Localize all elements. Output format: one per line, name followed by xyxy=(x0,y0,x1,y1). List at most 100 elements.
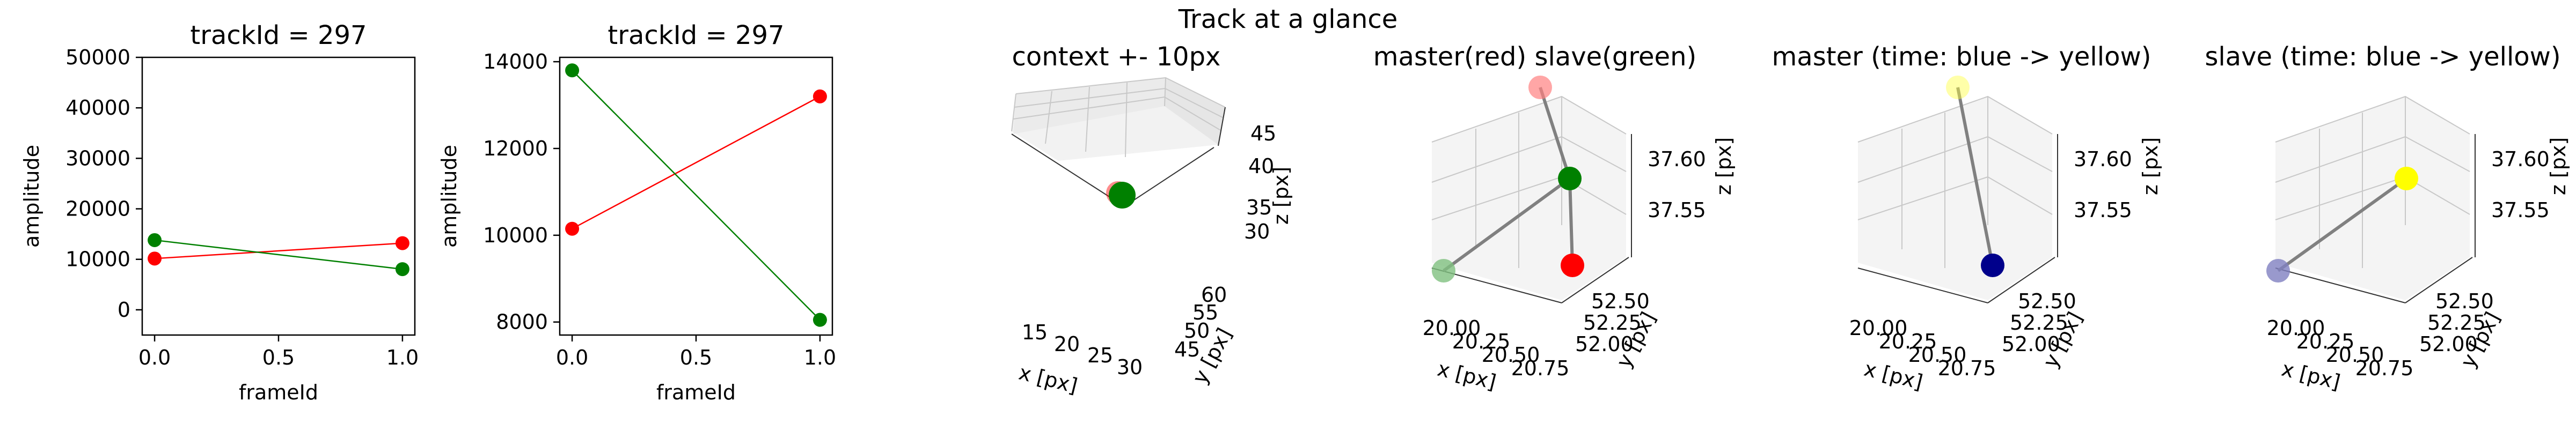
z-tick-labels: 30 35 40 45 xyxy=(1244,122,1276,243)
slave-time-3d-chart: slave (time: blue -> yellow) 20.00 20.25… xyxy=(2205,42,2570,394)
plot-frame xyxy=(141,56,416,336)
series-line-1 xyxy=(154,239,403,270)
context-3d-chart: context +- 10px 15 20 25 30 45 50 55 60 xyxy=(1011,42,1293,398)
y-tick-label: 10000 xyxy=(65,248,130,271)
data-point xyxy=(813,89,827,103)
point-start xyxy=(2266,259,2290,283)
z-axis-label: z [px] xyxy=(2546,137,2570,195)
x-tick-labels: 20.00 20.25 20.50 20.75 xyxy=(1423,316,1570,380)
x-tick-labels: 20.00 20.25 20.50 20.75 xyxy=(2267,316,2414,380)
x-tick-labels: 20.00 20.25 20.50 20.75 xyxy=(1849,316,1996,380)
series-layer xyxy=(148,233,409,277)
y-tick-label: 52.00 xyxy=(2419,332,2478,356)
axes-lines xyxy=(2275,134,2476,303)
track-lines xyxy=(1443,87,1574,272)
points-layer xyxy=(1432,76,1584,283)
x-tick-label: 20.00 xyxy=(1423,316,1481,340)
y-tick-label: 52.50 xyxy=(1591,289,1650,313)
y-tick-label: 45 xyxy=(1174,338,1200,361)
z-tick-label: 37.55 xyxy=(2491,198,2550,222)
x-tick-label: 25 xyxy=(1087,344,1113,367)
x-tick-label: 20.25 xyxy=(1452,330,1511,353)
data-point xyxy=(565,221,580,236)
y-tick-label: 60 xyxy=(1201,283,1227,307)
z-tick-label: 37.60 xyxy=(2074,147,2132,171)
z-tick-labels: 37.55 37.60 xyxy=(2074,147,2132,222)
y-tick-label: 52.00 xyxy=(1575,332,1634,356)
x-tick-label: 20.75 xyxy=(1938,356,1996,380)
track-line xyxy=(2277,177,2407,272)
point-slave-end xyxy=(1558,167,1582,190)
chart-title: master(red) slave(green) xyxy=(1373,42,1696,72)
x-tick-label: 20.50 xyxy=(1908,343,1967,367)
chart-title: slave (time: blue -> yellow) xyxy=(2205,42,2560,72)
x-tick-label: 0.0 xyxy=(138,346,171,369)
y-tick-label: 8000 xyxy=(496,310,548,334)
axes-box xyxy=(1011,77,1226,161)
point-start xyxy=(1946,76,1970,99)
y-tick-label: 55 xyxy=(1192,301,1218,324)
point-end xyxy=(1981,254,2004,277)
axis-ticks: 0.0 0.5 1.0 0 10000 20000 30000 40000 50000 xyxy=(65,46,419,369)
y-axis-label: amplitude xyxy=(20,145,43,248)
x-tick-label: 30 xyxy=(1117,355,1143,379)
z-tick-label: 37.60 xyxy=(2491,147,2550,171)
points-layer xyxy=(1946,76,2004,277)
axes-lines xyxy=(1011,107,1226,207)
axes-box xyxy=(1857,95,2053,300)
data-point xyxy=(813,313,827,327)
x-tick-label: 20 xyxy=(1054,332,1080,356)
y-tick-label: 30000 xyxy=(65,146,130,170)
data-point xyxy=(395,236,409,250)
series-line-0 xyxy=(572,95,821,229)
x-tick-labels: 15 20 25 30 xyxy=(1022,321,1143,379)
y-tick-label: 52.50 xyxy=(2435,289,2494,313)
data-point xyxy=(565,63,580,78)
data-point xyxy=(395,262,409,277)
z-tick-label: 37.60 xyxy=(1648,147,1706,171)
x-tick-label: 0.5 xyxy=(262,346,295,369)
x-tick-label: 20.75 xyxy=(2355,356,2414,380)
chart-title: trackId = 297 xyxy=(608,20,784,50)
x-tick-label: 20.00 xyxy=(1849,316,1908,340)
y-tick-labels: 52.00 52.25 52.50 xyxy=(2419,289,2494,356)
y-tick-labels: 52.00 52.25 52.50 xyxy=(2002,289,2076,356)
series-line-1 xyxy=(572,70,821,321)
y-tick-labels: 45 50 55 60 xyxy=(1174,283,1227,361)
series-line-0 xyxy=(155,242,402,259)
y-tick-label: 40000 xyxy=(65,96,130,120)
figure-suptitle: Track at a glance xyxy=(1178,4,1398,34)
x-tick-label: 20.25 xyxy=(2296,330,2355,353)
x-tick-label: 15 xyxy=(1022,321,1048,344)
x-tick-label: 20.75 xyxy=(1511,356,1570,380)
y-tick-label: 52.50 xyxy=(2018,289,2076,313)
y-tick-label: 0 xyxy=(118,298,130,322)
axes-box xyxy=(2275,95,2470,300)
y-tick-labels: 52.00 52.25 52.50 xyxy=(1575,289,1650,356)
z-axis-label: z [px] xyxy=(2139,137,2162,195)
x-axis-label: x [px] xyxy=(1016,361,1080,398)
y-tick-label: 14000 xyxy=(483,50,548,73)
y-tick-label: 12000 xyxy=(483,137,548,160)
point-master-end xyxy=(1561,254,1584,277)
series-layer xyxy=(565,63,827,327)
point-slave xyxy=(1109,182,1136,209)
y-tick-label: 52.00 xyxy=(2002,332,2060,356)
y-tick-label: 50000 xyxy=(65,46,130,69)
x-tick-label: 20.25 xyxy=(1879,330,1937,353)
x-tick-label: 20.50 xyxy=(2326,343,2384,367)
data-point xyxy=(148,233,162,247)
x-tick-label: 1.0 xyxy=(386,346,419,369)
points-layer xyxy=(2266,167,2418,283)
amplitude-chart-1: trackId = 297 0.0 0.5 1.0 0 10000 20000 30000 4… xyxy=(20,20,419,404)
z-tick-label: 37.55 xyxy=(1648,198,1706,222)
point-slave-start xyxy=(1432,259,1455,283)
data-point xyxy=(148,251,162,266)
x-tick-label: 0.0 xyxy=(556,346,588,369)
point-master-start xyxy=(1528,76,1552,99)
x-tick-label: 20.00 xyxy=(2267,316,2325,340)
z-axis-label: z [px] xyxy=(1712,137,1736,195)
y-tick-label: 20000 xyxy=(65,197,130,221)
